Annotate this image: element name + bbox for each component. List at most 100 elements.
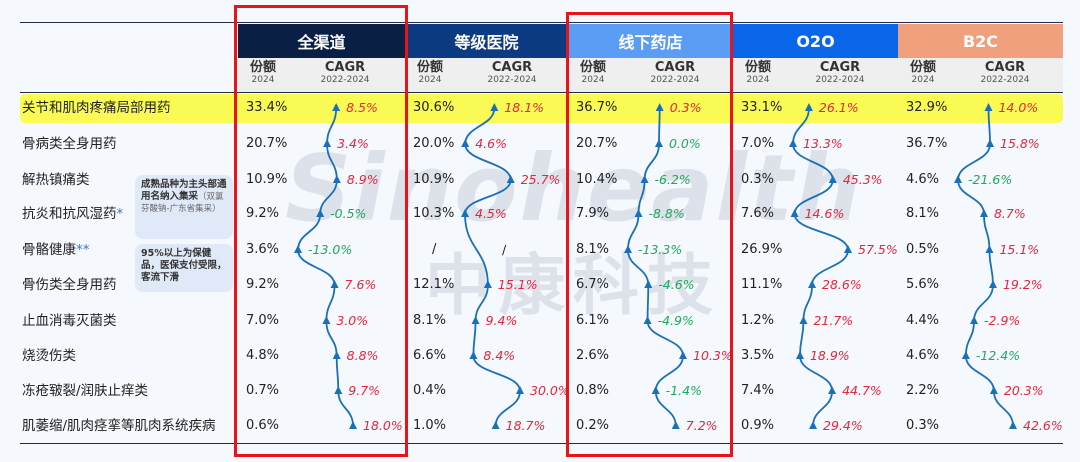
triangle-marker-icon [654,139,663,147]
table-bottom-rule [20,443,1063,444]
share-cell: 8.1% [906,206,940,221]
share-cell: 4.6% [906,172,940,187]
cagr-header: CAGR 2022-2024 [650,60,700,85]
triangle-marker-icon [655,103,664,111]
triangle-marker-icon [799,316,808,324]
note-subtext: （双氯芬酸钠-广东省集采） [141,192,224,214]
share-cell: 10.4% [576,172,618,187]
triangle-marker-icon [349,421,357,429]
cagr-cell: -8.8% [648,206,685,221]
note-text: 成熟品种为主头部通用名纳入集采 [141,179,227,202]
cagr-cell: -21.6% [968,172,1013,187]
triangle-marker-icon [961,351,970,359]
cagr-cell: -6.2% [654,172,691,187]
cagr-cell: 3.0% [336,313,369,328]
triangle-marker-icon [1009,421,1017,429]
share-cell: 0.8% [576,383,610,398]
share-cell: 6.1% [576,313,610,328]
share-cell: 8.1% [413,313,447,328]
share-cell: 3.6% [246,242,280,257]
cagr-cell: 15.8% [1000,136,1040,151]
share-cell: 12.1% [413,277,455,292]
row-label: 肌萎缩/肌肉痉挛等肌肉系统疾病 [22,418,216,434]
cagr-header: CAGR 2022-2024 [980,60,1030,85]
sub-header: 份额 2024 CAGR 2022-2024 [898,58,1063,92]
triangle-marker-icon [332,103,341,111]
share-cell: 20.7% [246,136,288,151]
cagr-cell: 28.6% [822,277,862,292]
cagr-cell: 45.3% [842,172,883,187]
triangle-marker-icon [989,386,998,394]
triangle-marker-icon [334,386,343,394]
triangle-marker-icon [828,386,837,394]
share-header: 份额 2024 [909,60,936,85]
sub-header: 份额 2024 CAGR 2022-2024 [405,58,568,92]
share-cell: 7.6% [741,206,775,221]
triangle-marker-icon [954,175,962,183]
cagr-cell: 19.2% [1002,277,1043,292]
cagr-cell: 0.3% [669,100,702,115]
cagr-cell: 25.7% [520,172,561,187]
triangle-marker-icon [679,351,687,359]
sub-header: 份额 2024 CAGR 2022-2024 [568,58,733,92]
share-cell: 9.2% [246,206,280,221]
row-label: 止血消毒灭菌类 [22,313,117,329]
highlight-box-all-channels [234,5,408,457]
share-cell: 2.2% [906,383,940,398]
cagr-cell: 4.6% [475,136,507,151]
triangle-marker-icon [795,351,804,359]
cagr-cell: -13.3% [638,242,683,257]
row-label: 冻疮皲裂/润肤止痒类 [22,383,149,399]
note-bubble-antiinflammatory: 成熟品种为主头部通用名纳入集采（双氯芬酸钠-广东省集采） [135,175,233,239]
share-cell: 20.0% [413,136,455,151]
share-header: 份额 2024 [249,60,276,85]
share-cell: 8.1% [576,242,610,257]
triangle-marker-icon [809,421,818,429]
triangle-marker-icon [322,316,331,324]
sub-header: 份额 2024 CAGR 2022-2024 [238,58,405,92]
cagr-cell: -0.5% [330,206,367,221]
share-cell: 3.5% [741,348,775,363]
triangle-marker-icon [789,139,797,147]
triangle-marker-icon [804,103,813,111]
triangle-marker-icon [516,386,524,394]
row-label: 烧烫伤类 [22,348,76,364]
cagr-cell: 15.1% [497,277,538,292]
triangle-marker-icon [671,421,680,429]
cagr-cell: -4.6% [658,277,695,292]
triangle-marker-icon [316,209,325,217]
cagr-cell: 9.4% [485,313,518,328]
share-cell: 4.8% [246,348,280,363]
cagr-cell: 18.9% [809,348,850,363]
cagr-cell: 8.5% [346,100,378,115]
triangle-marker-icon [461,139,470,147]
header-bottom-rule [20,92,1063,93]
share-header: 份额 2024 [579,60,606,85]
share-cell: 1.0% [413,418,447,433]
triangle-marker-icon [634,209,643,217]
row-label: 骨伤类全身用药 [22,277,117,293]
share-cell: 6.7% [576,277,610,292]
cagr-cell: 44.7% [842,383,882,398]
channel-header-1: 等级医院 [405,24,568,58]
cagr-cell: -1.4% [665,383,702,398]
cagr-cell: 57.5% [858,242,898,257]
cagr-cell: -4.9% [657,313,694,328]
table-top-rule [20,22,1063,23]
cagr-cell: -2.9% [984,313,1021,328]
row-label: 骨骼健康** [22,242,90,258]
share-header: 份额 2024 [416,60,443,85]
row-label: 关节和肌肉疼痛局部用药 [22,100,171,116]
share-cell: 0.3% [906,418,940,433]
share-cell: 10.9% [413,172,455,187]
cagr-cell: 26.1% [818,100,859,115]
cagr-cell: 13.3% [803,136,843,151]
share-header: 份额 2024 [744,60,771,85]
share-cell: 36.7% [576,100,618,115]
share-cell: 7.9% [576,206,610,221]
triangle-marker-icon [828,175,837,183]
triangle-marker-icon [483,280,492,288]
triangle-marker-icon [651,386,660,394]
triangle-marker-icon [984,103,993,111]
cagr-cell: 14.6% [804,206,845,221]
